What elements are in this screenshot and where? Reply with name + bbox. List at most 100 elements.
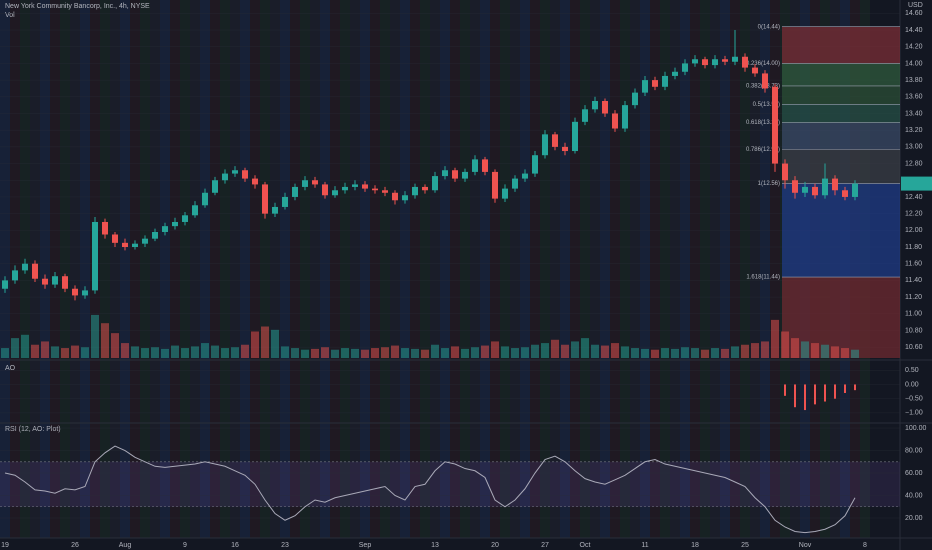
candle-body (542, 134, 548, 156)
candle-body (412, 186, 418, 196)
candle-body (402, 195, 408, 201)
volume-bar (281, 346, 289, 358)
y-tick-label: 10.60 (905, 344, 923, 351)
last-price-marker (901, 176, 932, 191)
candle-body (222, 173, 228, 181)
session-stripe (40, 0, 50, 538)
volume-bar (181, 348, 189, 358)
candle-body (72, 288, 78, 296)
y-tick-label: 12.40 (905, 194, 923, 201)
volume-bar (481, 345, 489, 358)
volume-bar (431, 344, 439, 358)
candle-body (382, 190, 388, 193)
candle-body (772, 86, 778, 164)
ao-bar (814, 384, 816, 405)
volume-bar (41, 341, 49, 358)
candle-body (242, 170, 248, 179)
session-stripe (520, 0, 530, 538)
x-tick-label: 23 (281, 542, 289, 549)
session-stripe (770, 0, 780, 538)
volume-bar (61, 348, 69, 358)
session-stripe (470, 0, 480, 538)
y-tick-label: 60.00 (905, 470, 923, 477)
session-stripe (210, 0, 220, 538)
volume-bar (441, 348, 449, 358)
x-tick-label: Sep (359, 542, 372, 549)
candle-body (352, 184, 358, 187)
candle-body (802, 186, 808, 193)
session-stripe (320, 0, 330, 538)
volume-bar (611, 343, 619, 358)
y-tick-label: 13.00 (905, 144, 923, 151)
volume-bar (271, 329, 279, 358)
session-stripe (570, 0, 580, 538)
volume-bar (91, 314, 99, 358)
fib-band (782, 63, 900, 86)
session-stripe (200, 0, 210, 538)
candle-body (32, 263, 38, 279)
volume-bar (771, 319, 779, 358)
volume-bar (381, 347, 389, 358)
session-stripe (160, 0, 170, 538)
fib-label: 0.618(13.29) (746, 120, 780, 126)
candle-body (22, 263, 28, 271)
y-tick-label: 100.00 (905, 425, 927, 432)
candle-body (172, 221, 178, 227)
candle-body (652, 80, 658, 87)
x-tick-label: 9 (183, 542, 187, 549)
session-stripe (510, 0, 520, 538)
y-tick-label: 12.80 (905, 160, 923, 167)
session-stripe (310, 0, 320, 538)
candle-body (832, 178, 838, 191)
session-stripe (250, 0, 260, 538)
session-stripe (140, 0, 150, 538)
candle-body (12, 270, 18, 281)
fib-label: 1(12.56) (758, 181, 780, 187)
candle-body (82, 290, 88, 296)
y-tick-label: 10.80 (905, 327, 923, 334)
session-stripe (710, 0, 720, 538)
session-stripe (260, 0, 270, 538)
fib-label: 0.5(13.51) (753, 102, 780, 108)
volume-bar (1, 348, 9, 358)
session-stripe (740, 0, 750, 538)
y-tick-label: −1.00 (905, 410, 923, 417)
session-stripe (150, 0, 160, 538)
candle-body (332, 190, 338, 196)
candle-body (432, 176, 438, 191)
volume-bar (11, 338, 19, 358)
y-tick-label: 14.60 (905, 10, 923, 17)
volume-bar (791, 338, 799, 358)
fib-band (782, 122, 900, 150)
ao-bar (844, 384, 846, 393)
x-tick-label: 16 (231, 542, 239, 549)
candle-body (462, 171, 468, 179)
volume-bar (601, 345, 609, 358)
volume-bar (411, 348, 419, 358)
candle-body (272, 206, 278, 214)
ao-bar (784, 384, 786, 396)
candle-body (622, 105, 628, 129)
session-stripe (670, 0, 680, 538)
session-stripe (0, 0, 10, 538)
candle-body (512, 178, 518, 189)
candle-body (752, 67, 758, 74)
y-tick-label: 14.20 (905, 44, 923, 51)
candle-body (2, 280, 8, 289)
volume-bar (331, 349, 339, 358)
y-tick-label: 11.20 (905, 294, 922, 301)
volume-bar (571, 341, 579, 358)
volume-bar (581, 338, 589, 358)
session-stripe (340, 0, 350, 538)
session-stripe (130, 0, 140, 538)
candle-body (672, 71, 678, 76)
session-stripe (440, 0, 450, 538)
rsi-band (0, 461, 900, 507)
session-stripe (620, 0, 630, 538)
x-tick-label: Nov (799, 542, 812, 549)
session-stripe (120, 0, 130, 538)
volume-bar (741, 344, 749, 358)
volume-bar (261, 326, 269, 358)
candle-body (42, 278, 48, 285)
volume-bar (501, 346, 509, 358)
